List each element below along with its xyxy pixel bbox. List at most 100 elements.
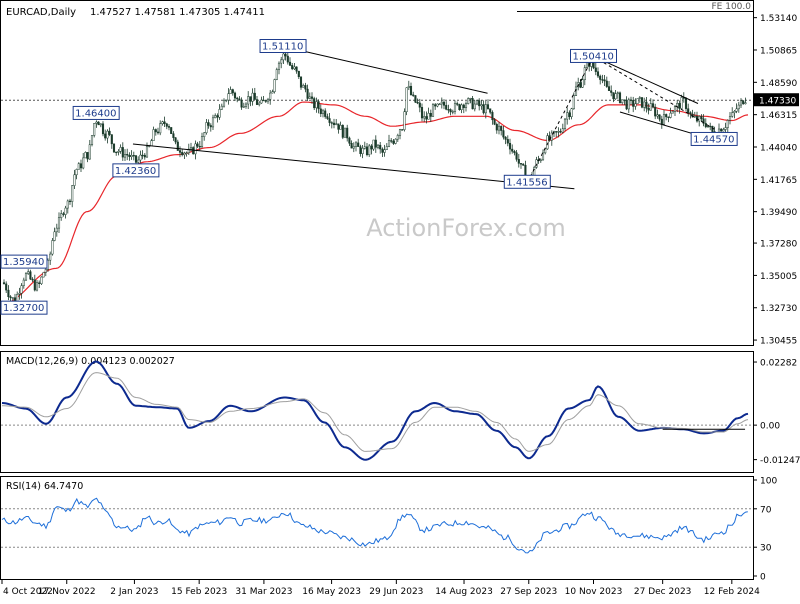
candle-body <box>418 102 421 108</box>
price-label: 1.32700 <box>3 303 44 314</box>
candle-body <box>482 104 485 114</box>
candle-body <box>704 123 707 128</box>
candle-body <box>156 131 160 134</box>
candle-body <box>90 135 94 146</box>
candle-body <box>51 240 54 255</box>
candle-body <box>361 148 364 154</box>
fe-label: FE 100.0 <box>712 2 752 12</box>
price-label-box <box>0 254 48 269</box>
candle-body <box>484 104 487 114</box>
candle-body <box>101 123 105 135</box>
candle-body <box>614 93 617 100</box>
candle-body <box>550 132 553 141</box>
candle-body <box>231 89 234 94</box>
candle-body <box>238 98 241 101</box>
candle-body <box>49 253 52 261</box>
chart-symbol: EURCAD,Daily <box>6 7 76 18</box>
candle-body <box>409 85 413 96</box>
candle-body <box>667 116 670 118</box>
candle-body <box>178 150 182 153</box>
candle-body <box>222 99 226 107</box>
candle-body <box>227 93 230 101</box>
candle-body <box>491 112 494 121</box>
candle-body <box>55 227 58 233</box>
candle-body <box>350 142 353 149</box>
candle-body <box>262 99 265 102</box>
candle-body <box>535 159 538 168</box>
price-axis-label: 1.35005 <box>760 272 797 282</box>
candle-body <box>29 271 32 280</box>
macd-title: MACD(12,26,9) 0.004123 0.002027 <box>6 356 175 367</box>
candle-body <box>610 90 613 93</box>
candle-body <box>218 109 221 118</box>
candle-body <box>638 97 641 99</box>
candle-body <box>379 144 382 150</box>
candle-body <box>645 101 648 109</box>
candle-body <box>376 144 380 148</box>
candle-body <box>447 109 450 111</box>
candle-body <box>11 297 14 299</box>
candle-body <box>139 154 142 161</box>
candle-body <box>693 116 696 118</box>
candle-body <box>117 151 120 153</box>
candle-body <box>594 67 597 72</box>
candle-body <box>183 152 186 156</box>
price-label-box <box>259 39 307 54</box>
x-axis-label: 29 Jun 2023 <box>369 587 423 597</box>
candle-body <box>302 85 305 88</box>
x-axis-label: 12 Feb 2024 <box>704 587 760 597</box>
candle-body <box>170 127 173 134</box>
candle-body <box>42 272 45 278</box>
candle-body <box>572 95 575 110</box>
candle-body <box>522 163 525 166</box>
candle-body <box>423 116 426 119</box>
candle-body <box>372 139 375 150</box>
candle-body <box>726 120 729 128</box>
candle-body <box>662 114 666 125</box>
candle-body <box>108 130 111 135</box>
x-axis-label: 16 May 2023 <box>302 587 361 597</box>
candle-body <box>134 155 138 163</box>
candle-body <box>480 104 483 107</box>
candle-body <box>104 133 107 139</box>
candle-body <box>425 116 428 120</box>
candle-body <box>126 154 129 156</box>
price-label: 1.44570 <box>693 134 734 145</box>
candle-body <box>381 148 384 153</box>
candle-body <box>449 109 452 113</box>
candle-body <box>398 129 402 136</box>
candle-body <box>141 154 144 157</box>
rsi-title: RSI(14) 64.7470 <box>6 481 83 492</box>
candle-body <box>684 98 688 109</box>
candle-body <box>97 121 100 126</box>
candle-body <box>330 122 333 124</box>
candle-body <box>541 152 545 161</box>
candle-body <box>643 101 646 108</box>
macd-axis-label: 0.02282 <box>760 359 797 369</box>
candle-body <box>315 101 318 109</box>
candle-body <box>618 92 622 103</box>
candle-body <box>654 106 657 117</box>
candle-body <box>722 129 725 132</box>
candle-body <box>310 96 314 99</box>
watermark: ActionForex.com <box>366 214 566 242</box>
candle-body <box>295 66 298 72</box>
candle-body <box>392 140 395 144</box>
candle-body <box>194 143 197 155</box>
candle-body <box>605 80 608 87</box>
candle-body <box>440 101 443 105</box>
candle-body <box>137 159 140 163</box>
candle-body <box>436 103 439 107</box>
candle-body <box>401 129 404 131</box>
candle-body <box>203 132 206 137</box>
candle-body <box>374 139 377 148</box>
candle-body <box>324 110 327 117</box>
price-label: 1.51110 <box>262 42 303 53</box>
candle-body <box>731 112 734 117</box>
candle-body <box>473 103 476 110</box>
candle-body <box>627 99 630 110</box>
candle-body <box>130 155 133 157</box>
candle-body <box>255 99 259 105</box>
candle-body <box>665 114 668 118</box>
candle-body <box>660 118 663 125</box>
